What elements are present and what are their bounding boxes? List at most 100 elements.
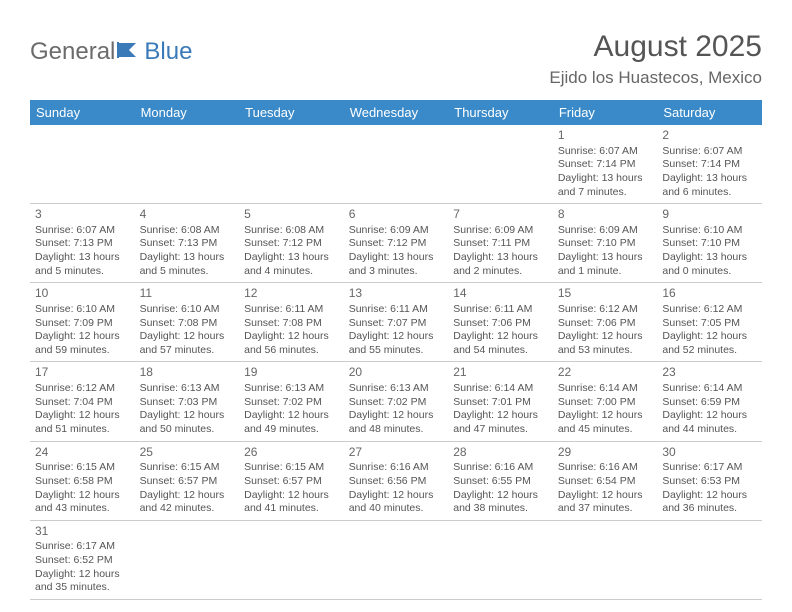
sunrise-text: Sunrise: 6:13 AM bbox=[140, 382, 235, 396]
daylight-text: and 48 minutes. bbox=[349, 423, 444, 437]
sunset-text: Sunset: 6:55 PM bbox=[453, 475, 548, 489]
logo-flag-icon bbox=[117, 40, 143, 60]
sunrise-text: Sunrise: 6:15 AM bbox=[244, 461, 339, 475]
sunrise-text: Sunrise: 6:10 AM bbox=[35, 303, 130, 317]
calendar-cell: 17Sunrise: 6:12 AMSunset: 7:04 PMDayligh… bbox=[30, 362, 135, 441]
sunrise-text: Sunrise: 6:12 AM bbox=[558, 303, 653, 317]
sunset-text: Sunset: 7:10 PM bbox=[558, 237, 653, 251]
day-number: 7 bbox=[453, 207, 548, 223]
daylight-text: Daylight: 12 hours bbox=[349, 489, 444, 503]
weekday-header: Thursday bbox=[448, 100, 553, 125]
day-number: 31 bbox=[35, 524, 130, 540]
day-number: 13 bbox=[349, 286, 444, 302]
calendar-cell: 27Sunrise: 6:16 AMSunset: 6:56 PMDayligh… bbox=[344, 441, 449, 520]
daylight-text: Daylight: 12 hours bbox=[662, 330, 757, 344]
sunset-text: Sunset: 7:02 PM bbox=[349, 396, 444, 410]
sunset-text: Sunset: 7:08 PM bbox=[140, 317, 235, 331]
header-row: General Blue August 2025 Ejido los Huast… bbox=[30, 30, 762, 88]
daylight-text: and 6 minutes. bbox=[662, 186, 757, 200]
sunrise-text: Sunrise: 6:16 AM bbox=[558, 461, 653, 475]
location-text: Ejido los Huastecos, Mexico bbox=[549, 68, 762, 88]
daylight-text: and 4 minutes. bbox=[244, 265, 339, 279]
calendar-cell: 5Sunrise: 6:08 AMSunset: 7:12 PMDaylight… bbox=[239, 204, 344, 283]
calendar-cell: 29Sunrise: 6:16 AMSunset: 6:54 PMDayligh… bbox=[553, 441, 658, 520]
day-number: 11 bbox=[140, 286, 235, 302]
page-title: August 2025 bbox=[549, 30, 762, 64]
daylight-text: and 59 minutes. bbox=[35, 344, 130, 358]
daylight-text: Daylight: 13 hours bbox=[349, 251, 444, 265]
daylight-text: Daylight: 13 hours bbox=[35, 251, 130, 265]
daylight-text: Daylight: 13 hours bbox=[662, 172, 757, 186]
daylight-text: Daylight: 12 hours bbox=[453, 489, 548, 503]
weekday-header: Saturday bbox=[657, 100, 762, 125]
calendar-row: 3Sunrise: 6:07 AMSunset: 7:13 PMDaylight… bbox=[30, 204, 762, 283]
title-block: August 2025 Ejido los Huastecos, Mexico bbox=[549, 30, 762, 88]
calendar-cell: 3Sunrise: 6:07 AMSunset: 7:13 PMDaylight… bbox=[30, 204, 135, 283]
daylight-text: and 40 minutes. bbox=[349, 502, 444, 516]
sunrise-text: Sunrise: 6:13 AM bbox=[349, 382, 444, 396]
daylight-text: Daylight: 12 hours bbox=[35, 489, 130, 503]
sunset-text: Sunset: 6:54 PM bbox=[558, 475, 653, 489]
day-number: 4 bbox=[140, 207, 235, 223]
daylight-text: Daylight: 12 hours bbox=[140, 330, 235, 344]
daylight-text: and 5 minutes. bbox=[140, 265, 235, 279]
daylight-text: and 49 minutes. bbox=[244, 423, 339, 437]
daylight-text: and 36 minutes. bbox=[662, 502, 757, 516]
calendar-row: 24Sunrise: 6:15 AMSunset: 6:58 PMDayligh… bbox=[30, 441, 762, 520]
day-number: 18 bbox=[140, 365, 235, 381]
calendar-cell-empty bbox=[553, 520, 658, 599]
calendar-cell: 26Sunrise: 6:15 AMSunset: 6:57 PMDayligh… bbox=[239, 441, 344, 520]
day-number: 17 bbox=[35, 365, 130, 381]
daylight-text: Daylight: 13 hours bbox=[662, 251, 757, 265]
sunset-text: Sunset: 7:14 PM bbox=[662, 158, 757, 172]
sunset-text: Sunset: 7:13 PM bbox=[140, 237, 235, 251]
sunset-text: Sunset: 7:09 PM bbox=[35, 317, 130, 331]
calendar-cell-empty bbox=[239, 520, 344, 599]
sunset-text: Sunset: 7:12 PM bbox=[349, 237, 444, 251]
calendar-cell-empty bbox=[135, 125, 240, 204]
sunset-text: Sunset: 7:02 PM bbox=[244, 396, 339, 410]
daylight-text: and 53 minutes. bbox=[558, 344, 653, 358]
sunset-text: Sunset: 7:13 PM bbox=[35, 237, 130, 251]
day-number: 22 bbox=[558, 365, 653, 381]
daylight-text: Daylight: 12 hours bbox=[453, 409, 548, 423]
brand-logo: General Blue bbox=[30, 30, 192, 66]
daylight-text: and 47 minutes. bbox=[453, 423, 548, 437]
sunset-text: Sunset: 6:52 PM bbox=[35, 554, 130, 568]
sunset-text: Sunset: 6:59 PM bbox=[662, 396, 757, 410]
sunrise-text: Sunrise: 6:14 AM bbox=[453, 382, 548, 396]
day-number: 28 bbox=[453, 445, 548, 461]
daylight-text: Daylight: 13 hours bbox=[558, 172, 653, 186]
daylight-text: Daylight: 13 hours bbox=[453, 251, 548, 265]
day-number: 14 bbox=[453, 286, 548, 302]
sunrise-text: Sunrise: 6:07 AM bbox=[35, 224, 130, 238]
day-number: 26 bbox=[244, 445, 339, 461]
daylight-text: and 38 minutes. bbox=[453, 502, 548, 516]
daylight-text: and 37 minutes. bbox=[558, 502, 653, 516]
calendar-cell: 31Sunrise: 6:17 AMSunset: 6:52 PMDayligh… bbox=[30, 520, 135, 599]
daylight-text: and 55 minutes. bbox=[349, 344, 444, 358]
sunrise-text: Sunrise: 6:11 AM bbox=[244, 303, 339, 317]
daylight-text: Daylight: 12 hours bbox=[140, 409, 235, 423]
sunset-text: Sunset: 7:10 PM bbox=[662, 237, 757, 251]
daylight-text: and 56 minutes. bbox=[244, 344, 339, 358]
calendar-cell: 30Sunrise: 6:17 AMSunset: 6:53 PMDayligh… bbox=[657, 441, 762, 520]
sunrise-text: Sunrise: 6:14 AM bbox=[662, 382, 757, 396]
day-number: 2 bbox=[662, 128, 757, 144]
calendar-cell: 12Sunrise: 6:11 AMSunset: 7:08 PMDayligh… bbox=[239, 283, 344, 362]
calendar-cell: 11Sunrise: 6:10 AMSunset: 7:08 PMDayligh… bbox=[135, 283, 240, 362]
calendar-cell: 25Sunrise: 6:15 AMSunset: 6:57 PMDayligh… bbox=[135, 441, 240, 520]
sunset-text: Sunset: 7:07 PM bbox=[349, 317, 444, 331]
daylight-text: and 45 minutes. bbox=[558, 423, 653, 437]
daylight-text: and 44 minutes. bbox=[662, 423, 757, 437]
day-number: 29 bbox=[558, 445, 653, 461]
sunset-text: Sunset: 6:57 PM bbox=[244, 475, 339, 489]
daylight-text: and 52 minutes. bbox=[662, 344, 757, 358]
daylight-text: and 35 minutes. bbox=[35, 581, 130, 595]
calendar-cell: 15Sunrise: 6:12 AMSunset: 7:06 PMDayligh… bbox=[553, 283, 658, 362]
sunset-text: Sunset: 6:56 PM bbox=[349, 475, 444, 489]
day-number: 24 bbox=[35, 445, 130, 461]
sunrise-text: Sunrise: 6:16 AM bbox=[453, 461, 548, 475]
daylight-text: Daylight: 12 hours bbox=[35, 568, 130, 582]
daylight-text: Daylight: 13 hours bbox=[140, 251, 235, 265]
